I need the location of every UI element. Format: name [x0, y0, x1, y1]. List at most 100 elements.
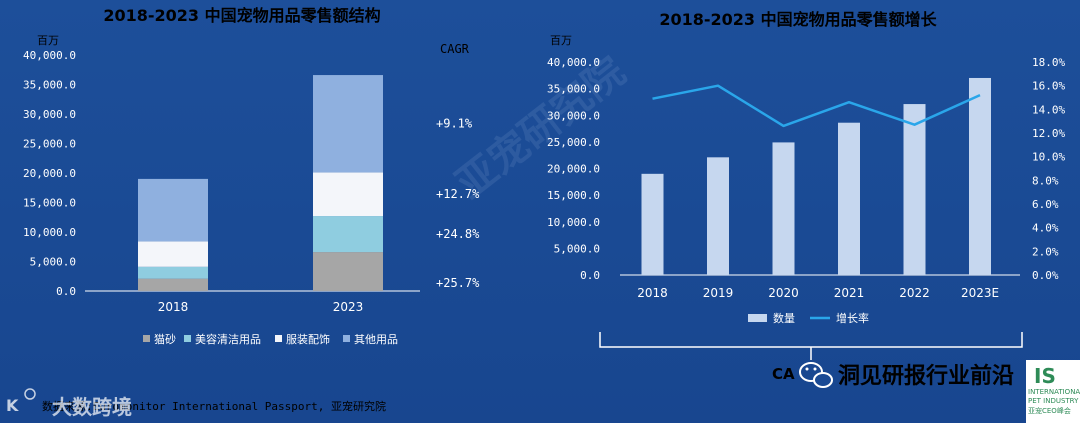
left-legend: 猫砂 美容清洁用品 服装配饰 其他用品: [143, 332, 398, 346]
side-logo-letters: IS: [1034, 364, 1056, 388]
volume-bar: [838, 122, 860, 275]
left-y-tick-label: 10,000.0: [23, 226, 76, 239]
wechat-account-name: 洞见研报行业前沿: [838, 363, 1014, 389]
cagr-label: +9.1%: [436, 117, 473, 131]
side-logo-line-1: INTERNATIONAL: [1028, 388, 1080, 396]
growth-line: [652, 84, 981, 128]
corner-logo-icon: [24, 388, 36, 400]
right-y2-tick-label: 16.0%: [1032, 80, 1065, 93]
corner-logo-mark: K: [6, 396, 19, 415]
right-y2-tick-label: 12.0%: [1032, 127, 1065, 140]
right-y-axis: 40,000.0 35,000.0 30,000.0 25,000.0 20,000.0…: [547, 56, 600, 282]
legend-label: 服装配饰: [286, 332, 330, 346]
left-stacked-bars: [138, 75, 383, 291]
right-y-tick-label: 40,000.0: [547, 56, 600, 69]
cagr-labels: +9.1% +12.7% +24.8% +25.7%: [436, 117, 480, 290]
right-y2-tick-label: 2.0%: [1032, 245, 1059, 258]
bracket: [599, 332, 1023, 360]
left-y-tick-label: 30,000.0: [23, 108, 76, 121]
legend-label-volume: 数量: [773, 312, 795, 325]
right-y2-tick-label: 10.0%: [1032, 151, 1065, 164]
corner-logo-text: 大数跨境: [52, 395, 132, 419]
legend-label-growth: 增长率: [836, 311, 869, 325]
right-legend: 数量 增长率: [748, 311, 869, 325]
volume-bar: [772, 142, 795, 275]
volume-bar: [903, 104, 926, 275]
legend-label: 猫砂: [154, 333, 176, 346]
right-y-tick-label: 10,000.0: [547, 216, 600, 229]
legend-swatch: [184, 335, 191, 342]
corner-logo: K 大数跨境: [6, 388, 132, 419]
right-y-tick-label: 30,000.0: [547, 109, 600, 122]
right-y-tick-label: 35,000.0: [547, 83, 600, 96]
left-y-tick-label: 25,000.0: [23, 138, 76, 151]
right-x-axis: 2018 2019 2020 2021 2022 2023E: [637, 286, 999, 300]
right-bars: [641, 77, 991, 275]
volume-bar: [969, 77, 991, 275]
stacked-bar-segment: [138, 278, 208, 291]
watermark: 亚宠研究院: [448, 48, 634, 207]
stacked-bar-segment: [313, 216, 383, 253]
left-y-tick-label: 15,000.0: [23, 197, 76, 210]
left-chart-title: 2018-2023 中国宠物用品零售额结构: [103, 6, 380, 25]
left-y-tick-label: 5,000.0: [30, 256, 76, 269]
left-x-tick-label: 2023: [333, 300, 364, 314]
right-x-tick-label: 2022: [899, 286, 930, 300]
cagr-label: +12.7%: [436, 187, 480, 201]
cagr-label: +25.7%: [436, 276, 480, 290]
right-x-tick-label: 2018: [637, 286, 668, 300]
left-y-tick-label: 35,000.0: [23, 79, 76, 92]
legend-swatch: [275, 335, 282, 342]
cagr-label: +24.8%: [436, 227, 480, 241]
side-logo-line-3: 亚宠CEO峰会: [1028, 406, 1071, 415]
legend-swatch: [343, 335, 350, 342]
right-y2-tick-label: 18.0%: [1032, 56, 1065, 69]
legend-label: 美容清洁用品: [195, 332, 261, 346]
right-x-tick-label: 2019: [703, 286, 734, 300]
growth-rate-line: [652, 84, 981, 128]
left-y-axis: 40,000.0 35,000.0 30,000.0 25,000.0 20,000.0…: [23, 49, 76, 298]
watermark-text: 亚宠研究院: [448, 48, 634, 207]
volume-bar: [707, 157, 729, 275]
right-y2-tick-label: 14.0%: [1032, 103, 1065, 116]
wechat-icon: [799, 362, 833, 388]
left-x-axis: 2018 2023: [158, 300, 364, 314]
wechat-overlay: 洞见研报行业前沿: [799, 362, 1014, 389]
right-y-tick-label: 20,000.0: [547, 163, 600, 176]
stacked-bar-segment: [138, 266, 208, 279]
side-logo-line-2: PET INDUSTRY S: [1028, 397, 1080, 405]
left-y-unit: 百万: [37, 34, 59, 47]
right-y-unit: 百万: [550, 34, 572, 47]
left-y-tick-label: 0.0: [56, 285, 76, 298]
stacked-bar-segment: [313, 172, 383, 217]
left-y-tick-label: 20,000.0: [23, 167, 76, 180]
stacked-bar-segment: [313, 75, 383, 173]
right-y2-tick-label: 6.0%: [1032, 198, 1059, 211]
right-y2-tick-label: 8.0%: [1032, 174, 1059, 187]
right-y-tick-label: 15,000.0: [547, 189, 600, 202]
side-logo: IS INTERNATIONAL PET INDUSTRY S 亚宠CEO峰会: [1026, 360, 1080, 423]
right-chart: 2018-2023 中国宠物用品零售额增长 百万 40,000.0 35,000.…: [547, 10, 1065, 325]
partial-caption: CA: [772, 365, 795, 383]
right-chart-title: 2018-2023 中国宠物用品零售额增长: [659, 10, 937, 29]
right-x-tick-label: 2023E: [961, 286, 999, 300]
left-x-tick-label: 2018: [158, 300, 189, 314]
source-note: 数据来源:Euromonitor International Passport,…: [42, 399, 386, 413]
right-y2-tick-label: 0.0%: [1032, 269, 1059, 282]
right-y2-axis: 18.0% 16.0% 14.0% 12.0% 10.0% 8.0% 6.0% 4.0% 2.0…: [1032, 56, 1065, 282]
stacked-bar-segment: [313, 252, 383, 291]
right-x-tick-label: 2021: [834, 286, 865, 300]
stacked-bar-segment: [138, 241, 208, 267]
right-y-tick-label: 0.0: [580, 269, 600, 282]
left-chart: 2018-2023 中国宠物用品零售额结构 百万 CAGR 40,000.0 35…: [23, 6, 480, 346]
legend-swatch-volume: [748, 314, 767, 322]
right-x-tick-label: 2020: [768, 286, 799, 300]
volume-bar: [641, 173, 664, 275]
legend-swatch: [143, 335, 150, 342]
stacked-bar-segment: [138, 178, 208, 242]
right-y-tick-label: 5,000.0: [554, 242, 600, 255]
side-logo-background: [1026, 360, 1080, 423]
cagr-heading: CAGR: [440, 42, 470, 56]
right-y-tick-label: 25,000.0: [547, 136, 600, 149]
